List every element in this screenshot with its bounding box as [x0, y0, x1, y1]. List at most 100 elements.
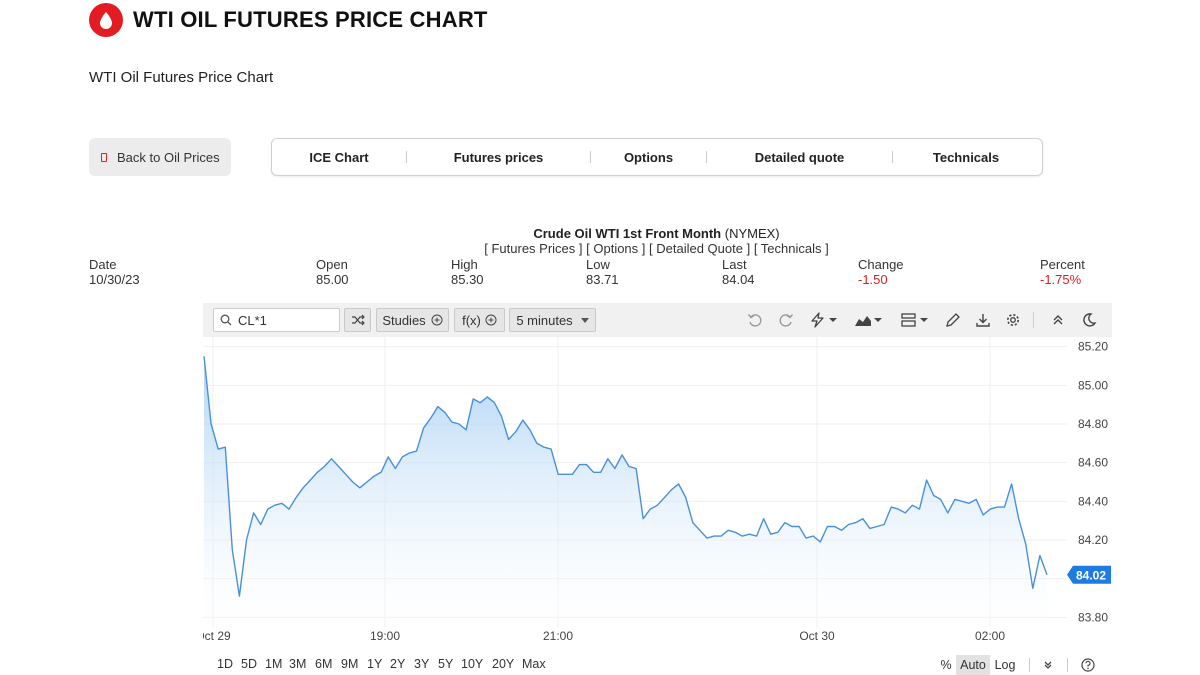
range-3m[interactable]: 3M — [289, 657, 307, 671]
price-chart[interactable]: 83.8084.0084.2084.4084.6084.8085.0085.20… — [203, 337, 1112, 655]
price-area-fill — [204, 356, 1047, 627]
dark-mode-moon-icon[interactable] — [1079, 311, 1099, 329]
search-icon — [220, 314, 232, 326]
interval-dropdown[interactable]: 5 minutes — [509, 308, 596, 332]
redo-icon[interactable] — [776, 311, 796, 329]
chart-type-menu[interactable] — [852, 311, 886, 329]
log-scale-button[interactable]: Log — [994, 658, 1016, 672]
tab-divider — [590, 151, 591, 163]
quote-open: Open 85.00 — [316, 257, 349, 287]
y-tick-label: 85.00 — [1078, 378, 1108, 392]
quote-value: -1.50 — [858, 272, 888, 287]
range-2y[interactable]: 2Y — [390, 657, 406, 671]
range-5d[interactable]: 5D — [241, 657, 257, 671]
x-tick-label: 21:00 — [543, 629, 573, 643]
quote-high: High 85.30 — [451, 257, 484, 287]
quote-title-exchange: (NYMEX) — [721, 226, 780, 241]
tab-detailed-quote[interactable]: Detailed quote — [754, 149, 845, 165]
quote-value: 84.04 — [722, 272, 755, 287]
range-6m[interactable]: 6M — [315, 657, 333, 671]
y-tick-label: 85.20 — [1078, 340, 1108, 354]
plus-circle-icon — [485, 314, 497, 326]
undo-icon[interactable] — [745, 311, 765, 329]
range-10y[interactable]: 10Y — [461, 657, 484, 671]
link-options[interactable]: [ Options ] — [586, 241, 646, 256]
tab-futures-prices[interactable]: Futures prices — [453, 149, 544, 165]
y-tick-label: 84.60 — [1078, 456, 1108, 470]
chart-toolbar: CL*1 Studies f(x) 5 minutes — [203, 303, 1112, 337]
range-1m[interactable]: 1M — [265, 657, 283, 671]
y-tick-label: 84.80 — [1078, 417, 1108, 431]
page-subtitle: WTI Oil Futures Price Chart — [89, 69, 274, 86]
link-futures-prices[interactable]: [ Futures Prices ] — [484, 241, 583, 256]
function-button[interactable]: f(x) — [454, 308, 505, 332]
tab-divider — [406, 151, 407, 163]
collapse-up-icon[interactable] — [1048, 311, 1068, 329]
quote-label: Low — [586, 257, 610, 272]
quote-label: Date — [89, 257, 117, 272]
range-max[interactable]: Max — [522, 657, 546, 671]
range-selector: 1D 5D 1M 3M 6M 9M 1Y 2Y 3Y 5Y 10Y 20Y Max % Auto Log — [203, 655, 1112, 675]
quote-value: 10/30/23 — [89, 272, 140, 287]
double-chevron-down-icon[interactable] — [1040, 655, 1056, 675]
range-1y[interactable]: 1Y — [367, 657, 383, 671]
chart-nav-tabs: ICE Chart Futures prices Options Detaile… — [271, 138, 1043, 176]
last-price-label: 84.02 — [1076, 568, 1106, 582]
quote-label: Last — [722, 257, 747, 272]
quote-low: Low 83.71 — [586, 257, 619, 287]
mountain-chart-icon — [855, 316, 882, 326]
x-tick-label: Oct 30 — [799, 629, 835, 643]
chart-widget: CL*1 Studies f(x) 5 minutes 83.8084.0084… — [203, 303, 1112, 675]
symbol-search-input[interactable]: CL*1 — [213, 308, 340, 332]
page-title: WTI OIL FUTURES PRICE CHART — [133, 7, 488, 32]
toolbar-divider — [1033, 312, 1034, 328]
function-label: f(x) — [462, 312, 481, 328]
range-20y[interactable]: 20Y — [492, 657, 515, 671]
tab-technicals[interactable]: Technicals — [932, 149, 1000, 165]
back-icon — [101, 152, 107, 162]
percent-scale-button[interactable]: % — [940, 658, 952, 672]
range-3y[interactable]: 3Y — [414, 657, 430, 671]
quote-label: Open — [316, 257, 348, 272]
last-price-tag — [1067, 565, 1111, 584]
symbol-value: CL*1 — [238, 312, 267, 328]
price-line — [203, 356, 1048, 597]
x-tick-label: 19:00 — [370, 629, 400, 643]
lightning-icon — [811, 312, 837, 328]
quote-value: 85.00 — [316, 272, 349, 287]
studies-label: Studies — [382, 312, 426, 328]
interval-label: 5 minutes — [516, 312, 573, 328]
layout-icon — [901, 313, 928, 327]
draw-pencil-icon[interactable] — [943, 311, 963, 329]
range-divider — [1029, 658, 1030, 672]
link-technicals[interactable]: [ Technicals ] — [753, 241, 829, 256]
studies-button[interactable]: Studies — [376, 308, 449, 332]
back-to-oil-prices-button[interactable]: Back to Oil Prices — [89, 138, 231, 176]
quote-last: Last 84.04 — [722, 257, 755, 287]
help-icon[interactable] — [1080, 655, 1096, 675]
display-menu[interactable] — [898, 311, 932, 329]
link-detailed-quote[interactable]: [ Detailed Quote ] — [649, 241, 751, 256]
tab-options[interactable]: Options — [623, 149, 674, 165]
range-5y[interactable]: 5Y — [438, 657, 454, 671]
download-icon[interactable] — [973, 311, 993, 329]
quote-links: [ Futures Prices ] [ Options ] [ Detaile… — [0, 241, 1200, 256]
range-divider — [1067, 658, 1068, 672]
tab-ice-chart[interactable]: ICE Chart — [309, 149, 369, 165]
quote-date: Date 10/30/23 — [89, 257, 140, 287]
settings-gear-icon[interactable] — [1003, 311, 1023, 329]
back-button-label: Back to Oil Prices — [117, 149, 220, 165]
quote-label: High — [451, 257, 478, 272]
quote-change: Change -1.50 — [858, 257, 904, 287]
quote-value: -1.75% — [1040, 272, 1082, 287]
caret-down-icon — [580, 317, 589, 323]
range-1d[interactable]: 1D — [217, 657, 233, 671]
quote-title-name: Crude Oil WTI 1st Front Month — [533, 226, 722, 241]
quote-label: Change — [858, 257, 904, 272]
y-tick-label: 84.40 — [1078, 494, 1108, 508]
auto-scale-button[interactable]: Auto — [956, 655, 990, 675]
range-9m[interactable]: 9M — [341, 657, 359, 671]
quote-label: Percent — [1040, 257, 1085, 272]
events-menu[interactable] — [807, 311, 841, 329]
compare-button[interactable] — [344, 308, 371, 332]
